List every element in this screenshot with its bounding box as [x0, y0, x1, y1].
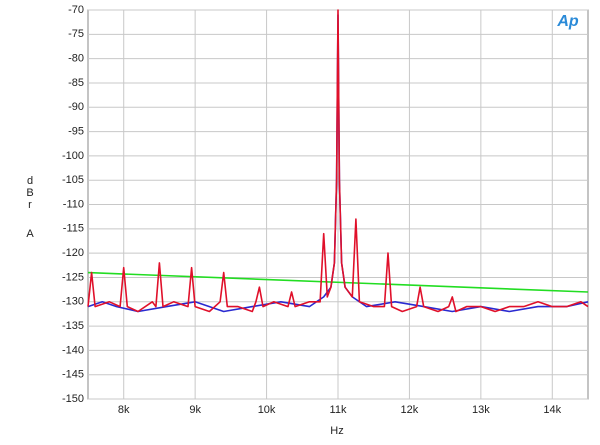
y-tick-label: -80 — [68, 53, 84, 65]
logo: Ap — [556, 13, 579, 30]
y-tick-label: -100 — [62, 150, 84, 162]
x-tick-label: 8k — [118, 404, 130, 416]
y-tick-label: -145 — [62, 369, 84, 381]
y-tick-label: -130 — [62, 296, 84, 308]
y-tick-label: -75 — [68, 28, 84, 40]
y-tick-label: -135 — [62, 320, 84, 332]
y-tick-label: -125 — [62, 271, 84, 283]
y-tick-label: -115 — [63, 223, 84, 235]
series-line — [87, 9, 589, 313]
y-tick-label: -105 — [62, 174, 84, 186]
x-tick-label: 13k — [472, 404, 490, 416]
x-tick-label: 9k — [189, 404, 201, 416]
x-tick-label: 11k — [330, 404, 347, 416]
x-axis-label: Hz — [330, 425, 343, 437]
y-axis-unit: A — [26, 228, 34, 240]
y-axis-label: dBr — [24, 175, 36, 211]
y-tick-label: -95 — [68, 125, 84, 137]
x-tick-label: 14k — [543, 404, 561, 416]
y-tick-label: -150 — [62, 393, 84, 405]
y-tick-label: -140 — [62, 344, 84, 356]
y-tick-label: -85 — [68, 77, 84, 89]
x-tick-label: 12k — [401, 404, 419, 416]
y-tick-label: -110 — [63, 198, 84, 210]
y-tick-label: -90 — [68, 101, 84, 113]
lines — [87, 9, 589, 313]
y-tick-label: -120 — [62, 247, 84, 259]
y-tick-label: -70 — [68, 4, 84, 16]
series-line — [87, 271, 589, 293]
x-tick-label: 10k — [258, 404, 276, 416]
